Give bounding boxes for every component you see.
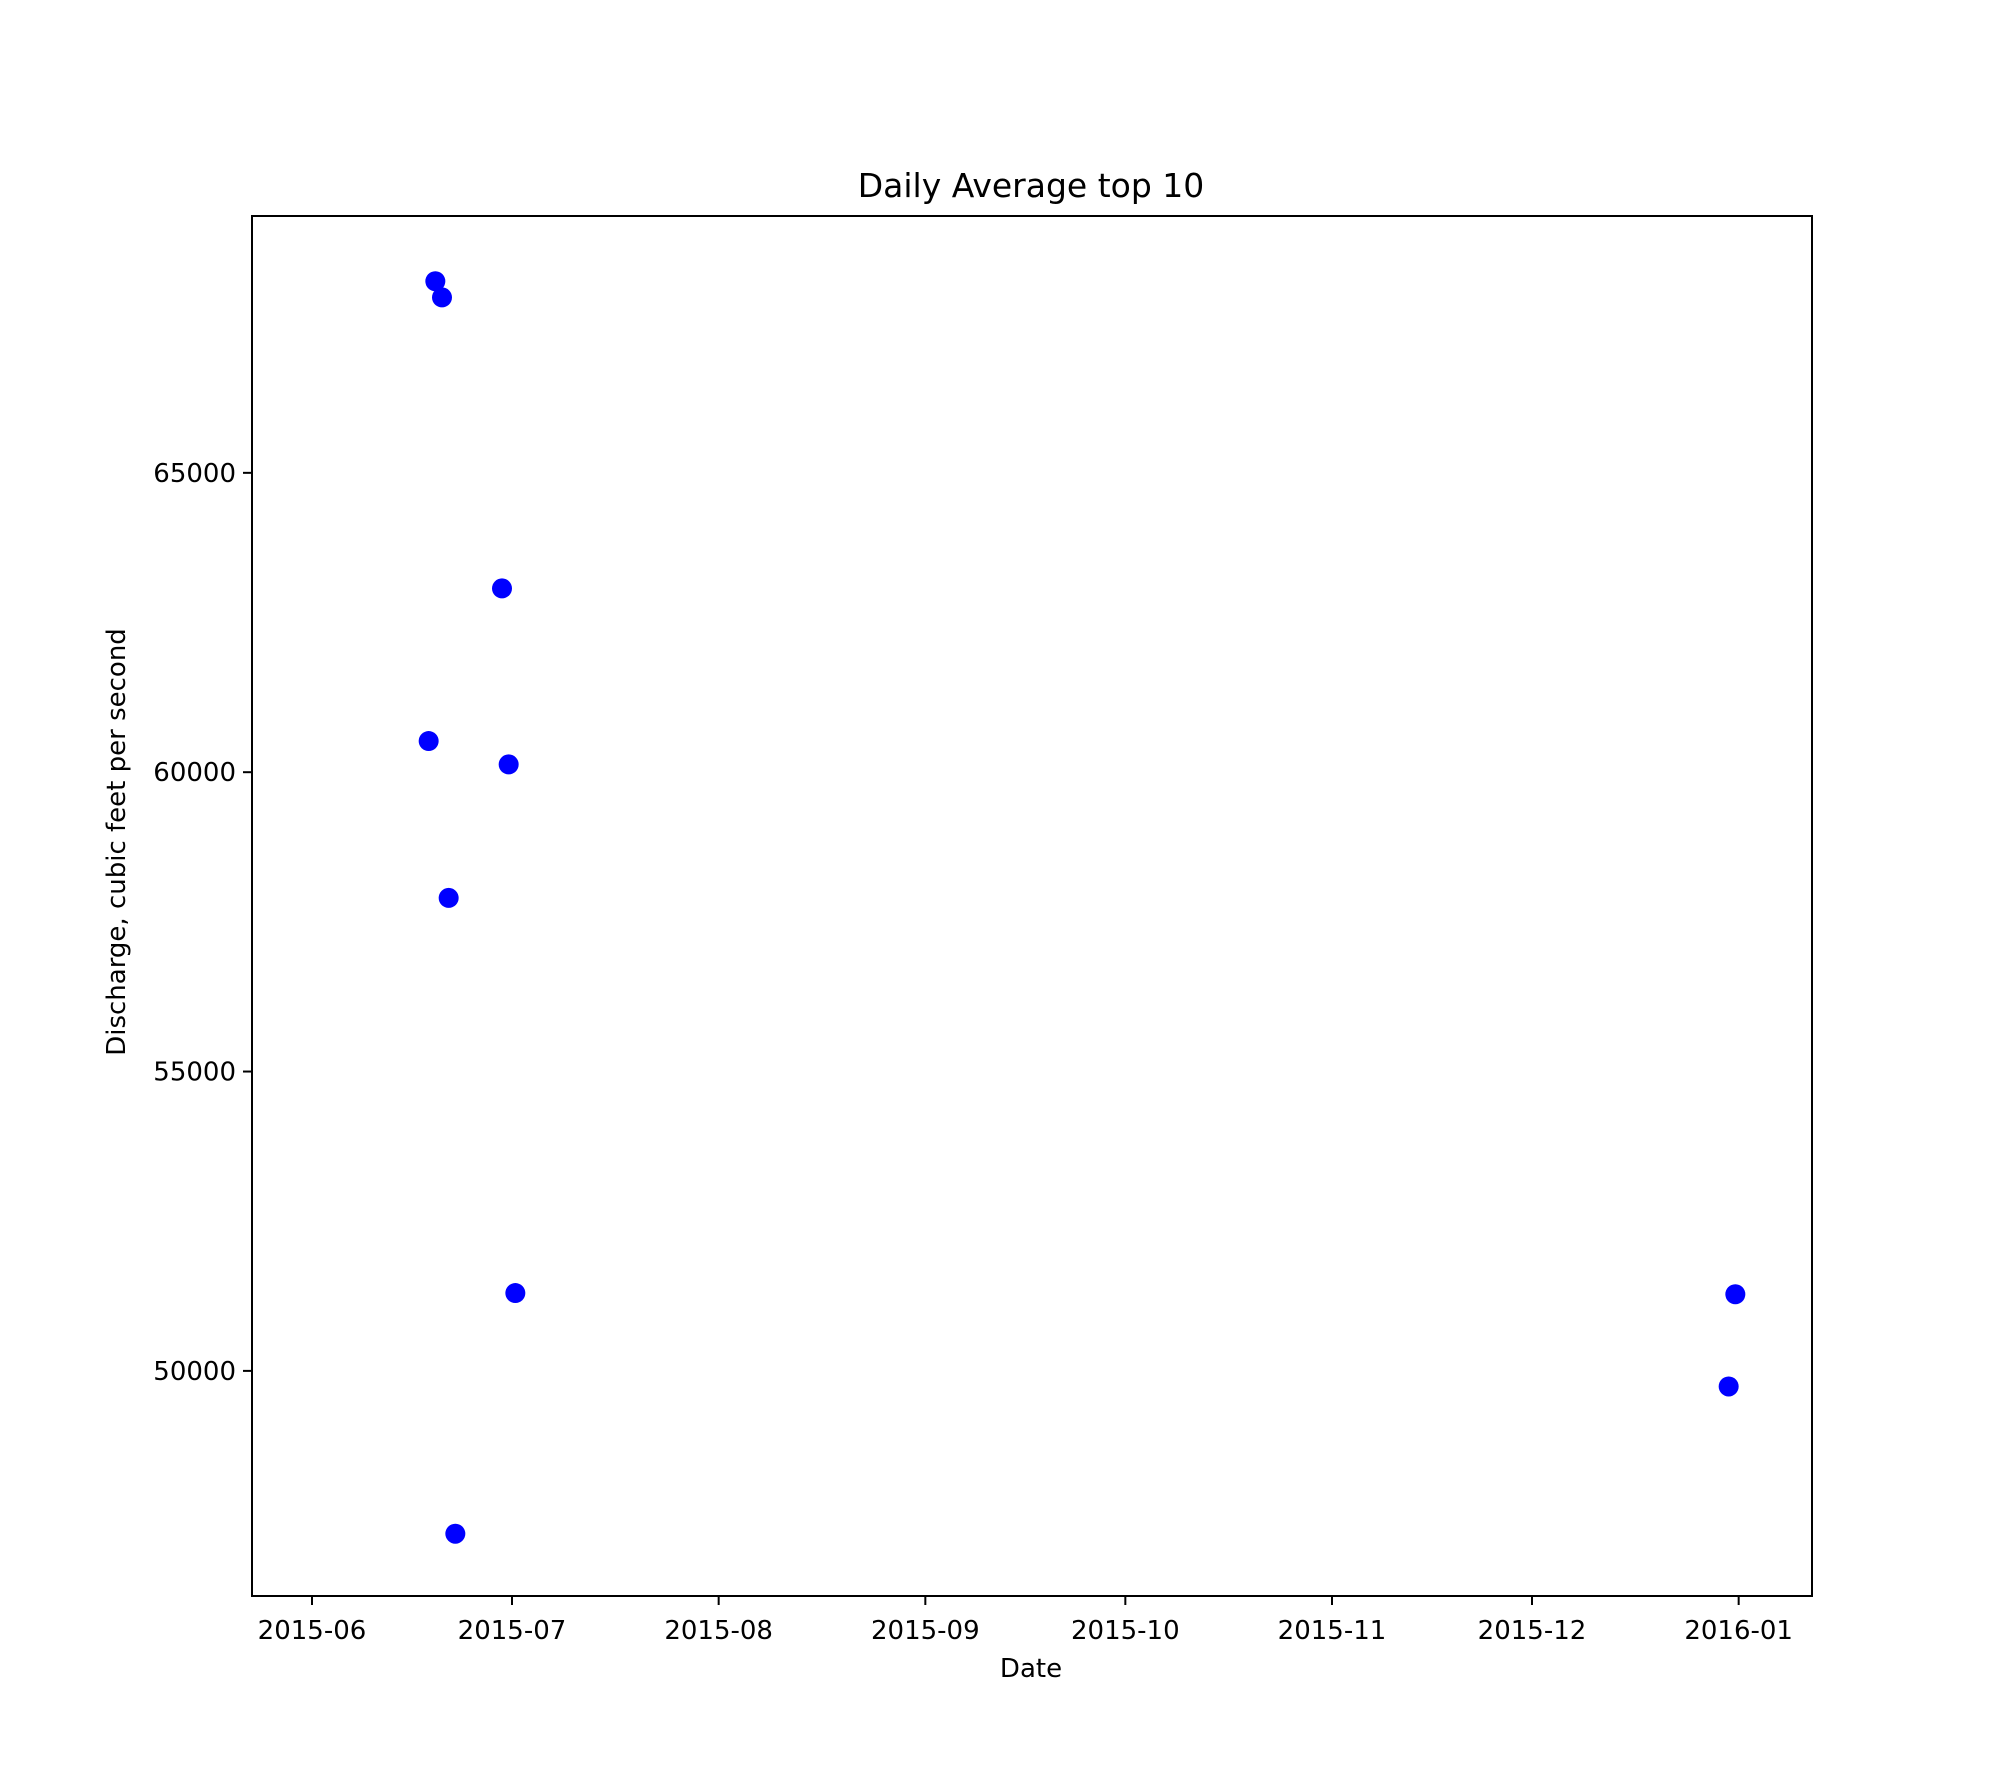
y-axis: 50000 55000 60000 65000 [153,459,252,1387]
y-tick-label: 50000 [153,1357,236,1387]
chart-title: Daily Average top 10 [858,166,1205,205]
x-tick-label: 2016-01 [1684,1616,1793,1646]
x-axis-label: Date [1000,1654,1062,1684]
data-point [498,754,519,775]
y-tick-label: 55000 [153,1058,236,1088]
data-point [505,1283,526,1304]
data-point [1718,1376,1739,1397]
y-tick-label: 60000 [153,758,236,788]
data-points [418,271,1746,1544]
data-point [1725,1284,1746,1305]
x-tick-label: 2015-08 [664,1616,773,1646]
x-tick-label: 2015-12 [1478,1616,1587,1646]
x-tick-label: 2015-06 [258,1616,367,1646]
data-point [432,287,452,308]
plot-frame [251,215,1813,1597]
data-point [418,731,439,752]
data-point [492,578,512,599]
x-tick-label: 2015-10 [1071,1616,1180,1646]
x-tick-label: 2015-09 [871,1616,980,1646]
y-tick-label: 65000 [153,459,236,489]
data-point [438,887,459,908]
x-tick-label: 2015-11 [1278,1616,1387,1646]
x-tick-label: 2015-07 [458,1616,567,1646]
x-axis: 2015-06 2015-07 2015-08 2015-09 2015-10 2015-… [258,1596,1793,1646]
data-point [445,1523,466,1544]
data-point [425,271,446,292]
y-axis-label: Discharge, cubic feet per second [102,628,132,1056]
